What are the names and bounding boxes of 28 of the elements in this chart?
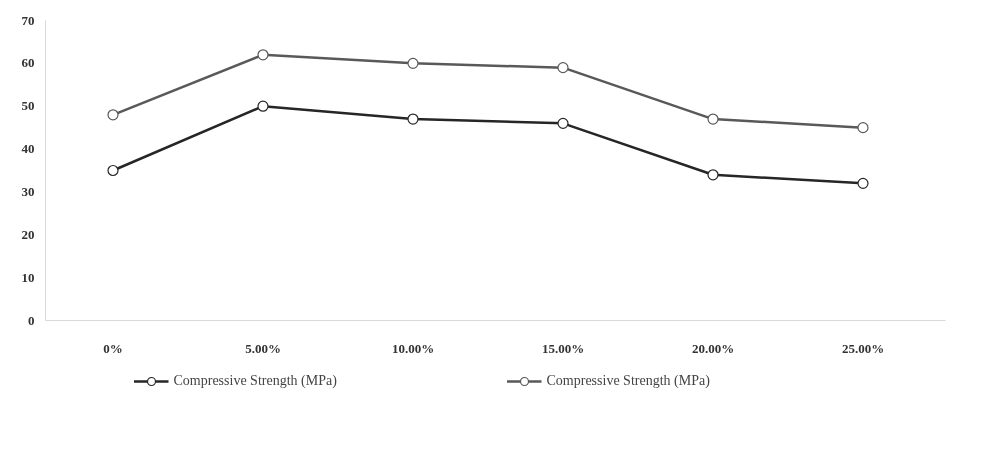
y-tick-label: 70 — [21, 12, 35, 28]
legend-label: Compressive Strength (MPa) — [173, 372, 338, 389]
point — [257, 100, 269, 112]
x-tick-label: 25.00% — [841, 340, 885, 356]
x-tick-label: 10.00% — [391, 340, 435, 356]
point — [557, 62, 569, 74]
point — [257, 49, 269, 61]
x-tick-label: 0% — [103, 340, 123, 356]
point — [857, 122, 869, 134]
point — [407, 57, 419, 69]
y-tick-label: 0 — [28, 312, 35, 328]
x-tick-label: 20.00% — [691, 340, 735, 356]
point — [107, 109, 119, 121]
y-tick-label: 60 — [21, 55, 35, 71]
y-tick-label: 50 — [21, 98, 35, 114]
y-tick-label: 10 — [21, 269, 35, 285]
legend-label: Compressive Strength (MPa) — [546, 372, 711, 389]
point — [557, 117, 569, 129]
point — [407, 113, 419, 125]
point — [707, 169, 719, 181]
x-tick-label: 5.00% — [245, 340, 281, 356]
y-tick-label: 30 — [21, 183, 35, 199]
x-tick-label: 15.00% — [541, 340, 585, 356]
point — [857, 177, 869, 189]
point — [107, 164, 119, 177]
y-tick-label: 20 — [21, 226, 35, 242]
y-tick-label: 40 — [21, 141, 35, 157]
point — [707, 113, 719, 125]
